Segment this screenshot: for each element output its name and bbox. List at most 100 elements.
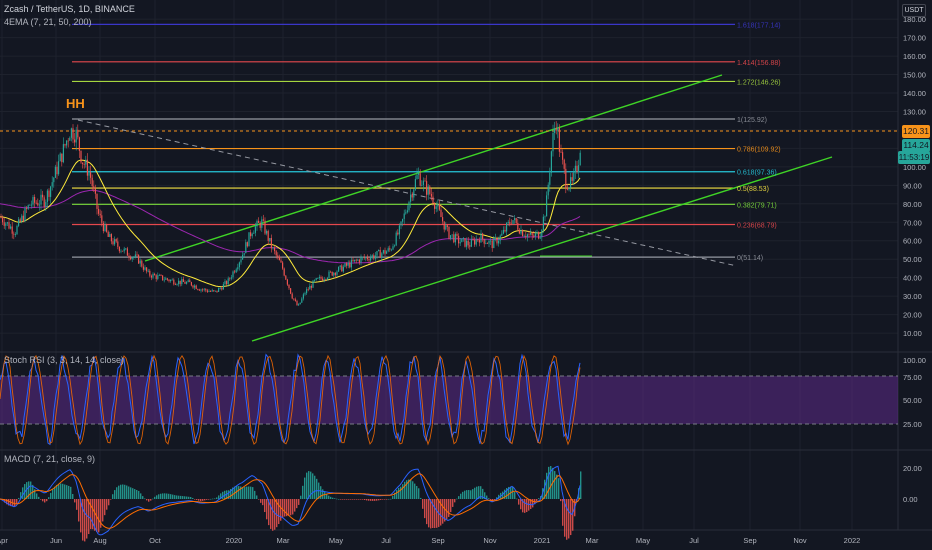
candle-body xyxy=(214,290,216,292)
candle-body xyxy=(378,250,380,252)
candle-body xyxy=(488,240,490,244)
time-tick-label: 2022 xyxy=(844,536,861,545)
candle-body xyxy=(128,255,130,258)
macd-bar xyxy=(456,498,458,500)
macd-bar xyxy=(166,493,168,499)
macd-bar xyxy=(316,478,318,499)
currency-button[interactable]: USDT xyxy=(902,4,926,17)
macd-bar xyxy=(376,499,378,501)
price-tick-label: 130.00 xyxy=(903,107,926,116)
candle-body xyxy=(8,222,10,229)
price-axis[interactable]: 180.00170.00160.00150.00140.00130.00120.… xyxy=(903,15,926,338)
macd-bar xyxy=(460,493,462,499)
macd-bar xyxy=(108,499,110,506)
macd-bar xyxy=(72,493,74,499)
macd-bar xyxy=(526,499,528,513)
macd-bar xyxy=(378,499,380,501)
candle-body xyxy=(512,220,514,224)
candle-body xyxy=(446,225,448,227)
candle-body xyxy=(466,240,468,247)
time-tick-label: Mar xyxy=(586,536,599,545)
candle-body xyxy=(514,218,516,221)
candle-body xyxy=(522,229,524,237)
candle-body xyxy=(99,213,101,216)
candle-body xyxy=(189,280,191,283)
macd-bar xyxy=(128,486,130,499)
price-tick-label: 160.00 xyxy=(903,52,926,61)
candle-body xyxy=(118,246,120,252)
macd-bar xyxy=(138,490,140,499)
candle-body xyxy=(106,224,108,232)
macd-bar xyxy=(34,489,36,499)
candle-body xyxy=(384,250,386,254)
macd-bar xyxy=(314,475,316,499)
candle-body xyxy=(40,194,42,205)
candle-body xyxy=(550,151,552,173)
macd-bar xyxy=(332,497,334,499)
candle-body xyxy=(429,186,431,194)
macd-bar xyxy=(94,499,96,531)
macd-bar xyxy=(452,499,454,507)
macd-bar xyxy=(294,499,296,512)
macd-bar xyxy=(562,499,564,526)
stoch-tick-label: 75.00 xyxy=(903,373,922,382)
macd-bar xyxy=(218,495,220,499)
macd-bar xyxy=(242,487,244,499)
macd-bar xyxy=(572,499,574,531)
macd-bar xyxy=(386,499,388,500)
candle-body xyxy=(485,243,487,244)
time-axis[interactable]: Apr Jun Aug Oct 2020 Mar May Jul Sep Nov 2021 Mar Ma… xyxy=(0,536,860,545)
candle-body xyxy=(45,201,47,207)
price-tick-label: 170.00 xyxy=(903,34,926,43)
symbol-title[interactable]: Zcash / TetherUS, 1D, BINANCE xyxy=(4,4,135,14)
macd-bar xyxy=(278,499,280,525)
macd-bar xyxy=(304,477,306,499)
candle-body xyxy=(130,257,132,260)
time-tick-label: Nov xyxy=(483,536,497,545)
macd-line xyxy=(0,465,581,536)
candle-body xyxy=(555,128,557,131)
candle-body xyxy=(376,251,378,256)
fib-level-label: 0.786(109.92) xyxy=(737,147,781,154)
stoch-rsi-title[interactable]: Stoch RSI (3, 3, 14, 14, close) xyxy=(4,355,125,365)
macd-bar xyxy=(374,499,376,501)
candle-body xyxy=(350,260,352,268)
ema-indicator-label[interactable]: 4EMA (7, 21, 50, 200) xyxy=(4,17,92,27)
macd-bar xyxy=(46,499,48,502)
candle-body xyxy=(120,250,122,252)
candle-body xyxy=(179,280,181,285)
macd-bar xyxy=(220,493,222,499)
macd-bar xyxy=(200,499,202,502)
candle-body xyxy=(270,238,272,249)
macd-bar xyxy=(122,484,124,499)
candle-body xyxy=(563,159,565,169)
macd-bar xyxy=(328,495,330,499)
candle-body xyxy=(203,288,205,290)
price-tick-label: 20.00 xyxy=(903,311,922,320)
candle-body xyxy=(178,280,180,285)
candle-body xyxy=(13,233,15,235)
macd-title[interactable]: MACD (7, 21, close, 9) xyxy=(4,454,96,464)
macd-bar xyxy=(198,499,200,501)
price-tick-label: 80.00 xyxy=(903,200,922,209)
macd-bar xyxy=(350,499,352,500)
candle-body xyxy=(371,255,373,258)
candle-body xyxy=(413,189,415,198)
candle-body xyxy=(557,127,559,131)
candle-body xyxy=(222,284,224,290)
candle-body xyxy=(64,144,66,146)
macd-bar xyxy=(290,499,292,516)
macd-bar xyxy=(502,491,504,499)
macd-bar xyxy=(516,498,518,500)
macd-bar xyxy=(468,490,470,499)
candle-body xyxy=(432,196,434,204)
candle-body xyxy=(82,162,84,164)
macd-bar xyxy=(398,487,400,499)
candle-body xyxy=(264,220,266,234)
price-tick-label: 150.00 xyxy=(903,71,926,80)
macd-bar xyxy=(360,499,362,500)
macd-bar xyxy=(434,499,436,529)
candle-body xyxy=(373,255,375,259)
macd-bar xyxy=(188,496,190,499)
